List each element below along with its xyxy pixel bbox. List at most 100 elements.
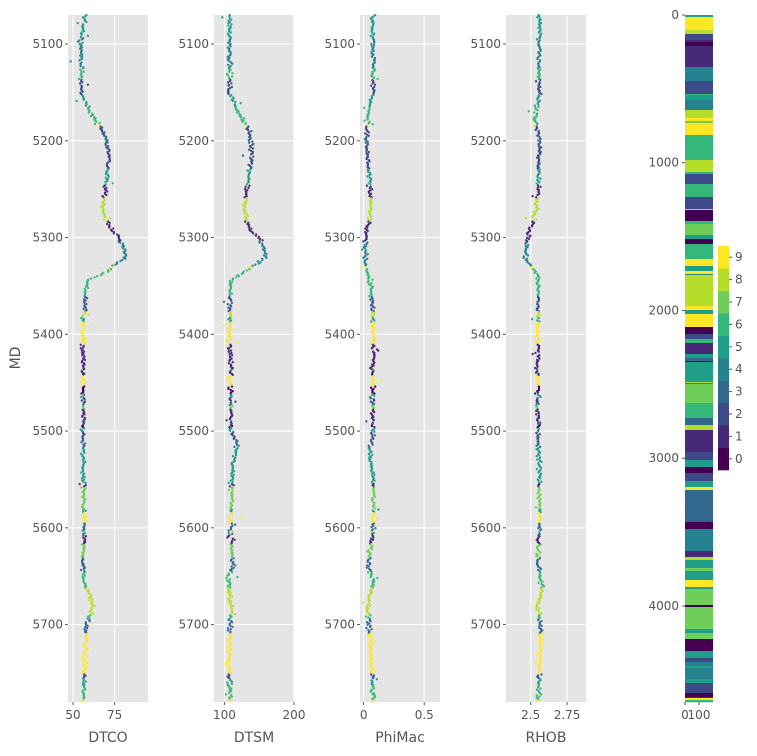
data-point: [94, 604, 97, 608]
data-point: [88, 619, 91, 623]
data-point: [371, 278, 374, 281]
data-point: [228, 426, 231, 429]
data-point: [534, 210, 537, 213]
data-point: [227, 334, 230, 337]
data-point: [76, 21, 79, 25]
data-point: [374, 527, 377, 530]
data-point: [104, 172, 108, 176]
data-point: [247, 181, 251, 184]
data-point: [537, 388, 541, 392]
data-point: [364, 239, 367, 242]
depth-axis-label: MD: [8, 347, 24, 370]
data-point: [242, 117, 246, 120]
data-point: [228, 521, 231, 524]
data-point: [106, 145, 110, 148]
facies-band: [685, 238, 713, 240]
data-point: [243, 203, 246, 206]
data-point: [230, 672, 233, 675]
data-point: [538, 330, 541, 334]
data-point: [531, 194, 534, 198]
data-point: [368, 639, 371, 642]
data-point: [367, 616, 370, 619]
facies-band: [685, 662, 713, 667]
y-tick-label: 5400: [324, 327, 355, 341]
facies-band: [685, 623, 713, 630]
data-point: [537, 658, 540, 661]
data-point: [116, 233, 119, 236]
data-point: [228, 674, 231, 677]
data-point: [369, 557, 372, 560]
facies-band: [685, 110, 713, 116]
data-point: [363, 247, 367, 250]
data-point: [88, 616, 91, 619]
data-point: [374, 495, 377, 499]
data-point: [230, 357, 233, 360]
data-point: [526, 233, 529, 236]
data-point: [372, 378, 375, 381]
data-point: [534, 340, 538, 343]
facies-band: [685, 578, 713, 581]
data-point: [534, 506, 538, 509]
data-point: [537, 676, 540, 680]
data-point: [227, 488, 230, 492]
data-point: [97, 124, 100, 127]
data-point: [228, 60, 231, 63]
data-point: [80, 69, 83, 72]
data-point: [80, 399, 83, 402]
data-point: [537, 402, 540, 406]
data-point: [83, 653, 86, 656]
data-point: [371, 383, 374, 386]
facies-band: [685, 311, 713, 315]
data-point: [535, 694, 538, 697]
data-point: [226, 536, 229, 539]
data-point: [82, 67, 85, 70]
data-point: [93, 122, 97, 126]
facies-band: [685, 683, 713, 691]
data-point: [371, 443, 374, 446]
data-point: [539, 551, 542, 554]
facies-band: [685, 180, 713, 185]
data-point: [537, 416, 541, 420]
data-point: [99, 125, 102, 128]
data-point: [101, 126, 104, 129]
data-point: [362, 601, 365, 604]
facies-band: [685, 331, 713, 335]
data-point: [365, 149, 368, 153]
data-point: [374, 381, 377, 385]
facies-band: [685, 481, 713, 488]
data-point: [230, 687, 233, 690]
data-point: [233, 445, 236, 449]
data-point: [86, 286, 90, 290]
data-point: [366, 550, 369, 553]
facies-band: [685, 259, 713, 267]
data-point: [367, 565, 370, 568]
y-tick-label: 5500: [324, 424, 355, 438]
data-point: [539, 68, 542, 71]
facies-band: [685, 473, 713, 480]
data-point: [536, 568, 540, 572]
data-point: [370, 429, 374, 432]
facies-band: [685, 299, 713, 307]
data-point: [530, 225, 534, 228]
data-point: [376, 516, 379, 519]
facies-band: [685, 169, 713, 171]
data-point: [79, 35, 83, 39]
data-point: [231, 487, 234, 490]
y-tick-label: 5600: [470, 521, 501, 535]
data-point: [222, 300, 226, 303]
data-point: [108, 221, 111, 224]
data-point: [374, 385, 377, 388]
facies-band: [685, 139, 713, 146]
data-point: [538, 181, 541, 184]
data-point: [99, 273, 103, 277]
data-point: [229, 586, 232, 589]
y-tick-label: 5400: [178, 327, 209, 341]
data-point: [226, 579, 229, 582]
data-point: [84, 15, 87, 18]
data-point: [228, 583, 231, 587]
data-point: [237, 444, 240, 447]
data-point: [535, 608, 538, 611]
strip-x-tick-label: 100: [688, 708, 711, 722]
facies-band: [685, 231, 713, 236]
data-point: [81, 573, 84, 576]
